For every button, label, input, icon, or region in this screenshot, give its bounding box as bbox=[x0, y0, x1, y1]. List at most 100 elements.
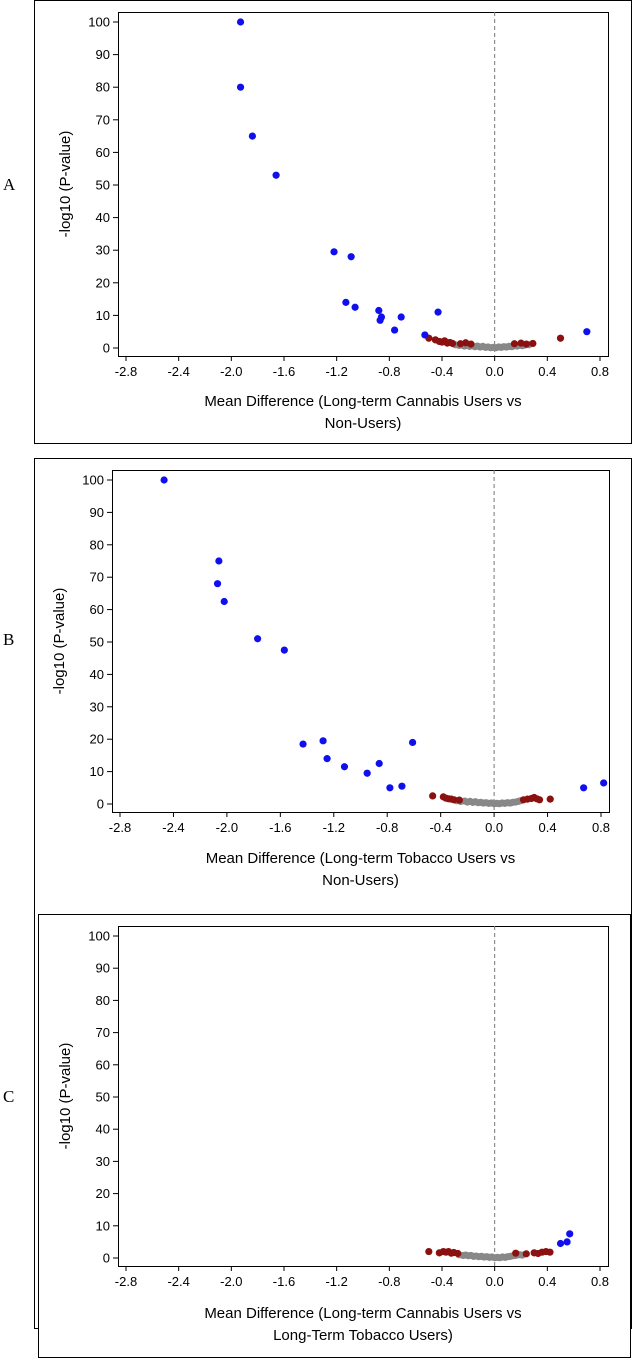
x-tick-label: -2.4 bbox=[162, 820, 184, 835]
data-point bbox=[583, 328, 591, 336]
data-point bbox=[375, 306, 383, 315]
x-tick-label: -1.6 bbox=[273, 1274, 295, 1289]
data-point bbox=[450, 796, 458, 804]
x-tick-label: 0.4 bbox=[539, 820, 557, 835]
x-tick-label: -1.6 bbox=[273, 364, 295, 379]
y-tick-label: 70 bbox=[96, 1025, 110, 1040]
y-tick-label: 60 bbox=[96, 1057, 110, 1072]
y-tick-label: 60 bbox=[90, 602, 104, 617]
data-point bbox=[580, 784, 588, 792]
x-tick-label: -2.8 bbox=[109, 820, 131, 835]
data-point bbox=[220, 597, 228, 606]
data-point bbox=[248, 132, 256, 140]
data-point bbox=[467, 340, 475, 348]
data-point bbox=[529, 339, 537, 348]
x-tick-label: -0.4 bbox=[429, 820, 451, 835]
data-point bbox=[363, 769, 371, 777]
x-tick-label: -0.4 bbox=[431, 1274, 453, 1289]
data-point bbox=[213, 580, 222, 588]
y-axis-label: -log10 (P-value) bbox=[57, 131, 74, 238]
x-tick-label: 0.0 bbox=[486, 1274, 504, 1289]
y-tick-label: 0 bbox=[103, 341, 110, 356]
y-tick-label: 70 bbox=[90, 570, 104, 585]
x-tick-label: 0.8 bbox=[591, 1274, 609, 1289]
data-point bbox=[421, 331, 429, 339]
x-tick-label: 0.4 bbox=[538, 1274, 556, 1289]
data-point bbox=[546, 1248, 554, 1256]
y-tick-label: 100 bbox=[88, 15, 110, 30]
data-point bbox=[546, 795, 554, 803]
y-tick-label: 10 bbox=[90, 764, 104, 779]
x-axis-label-line-2: Long-Term Tobacco Users) bbox=[273, 1327, 453, 1344]
y-tick-label: 100 bbox=[82, 473, 104, 488]
data-point bbox=[434, 308, 442, 316]
data-point bbox=[319, 737, 327, 745]
data-point bbox=[236, 18, 245, 26]
x-tick-label: -2.0 bbox=[220, 1274, 242, 1289]
plot-area bbox=[118, 12, 609, 357]
x-tick-label: -2.4 bbox=[167, 364, 189, 379]
data-point bbox=[563, 1238, 571, 1246]
x-tick-label: -1.2 bbox=[325, 1274, 347, 1289]
y-tick-label: 80 bbox=[96, 80, 110, 95]
y-tick-label: 50 bbox=[90, 635, 104, 650]
data-point bbox=[512, 1249, 520, 1257]
y-axis-label: -log10 (P-value) bbox=[51, 588, 68, 695]
x-tick-label: -1.6 bbox=[269, 820, 291, 835]
x-axis-label-line-2: Non-Users) bbox=[322, 872, 399, 889]
panel-c: C 0 10 20 30 40 50 60 70 80 90 100 -2.8 -2.4 -2.0 -1.6 -… bbox=[3, 914, 631, 1358]
data-point bbox=[386, 784, 394, 792]
x-axis-label-line-1: Mean Difference (Long-term Tobacco Users… bbox=[206, 850, 516, 867]
plot-area bbox=[118, 926, 609, 1267]
x-tick-label: -1.2 bbox=[323, 820, 345, 835]
y-tick-label: 100 bbox=[88, 929, 110, 944]
data-point bbox=[397, 313, 405, 321]
data-point bbox=[425, 1247, 433, 1256]
data-point bbox=[340, 763, 349, 771]
data-point bbox=[556, 334, 565, 342]
y-tick-label: 10 bbox=[96, 1218, 110, 1233]
data-point bbox=[398, 782, 406, 790]
data-point bbox=[510, 340, 519, 348]
y-axis-label: -log10 (P-value) bbox=[57, 1043, 74, 1150]
x-tick-label: 0.8 bbox=[592, 820, 610, 835]
x-axis-label-line-1: Mean Difference (Long-term Cannabis User… bbox=[204, 393, 521, 410]
y-tick-label: 90 bbox=[96, 961, 110, 976]
x-tick-label: -0.8 bbox=[378, 364, 400, 379]
data-point bbox=[556, 1239, 565, 1248]
x-axis-label-line-1: Mean Difference (Long-term Cannabis User… bbox=[204, 1305, 521, 1322]
data-point bbox=[347, 253, 355, 261]
data-point bbox=[375, 759, 383, 768]
y-tick-label: 0 bbox=[97, 797, 104, 812]
panel-a: A 0 10 20 30 40 50 60 70 80 90 100 -2.8 -2.4 -2.0 -1.6 -… bbox=[3, 0, 632, 444]
data-point bbox=[455, 796, 463, 804]
panel-letter: A bbox=[3, 175, 16, 194]
y-tick-label: 50 bbox=[96, 1090, 110, 1105]
data-point bbox=[330, 248, 338, 256]
y-tick-label: 20 bbox=[90, 732, 104, 747]
y-tick-label: 0 bbox=[103, 1251, 110, 1266]
x-tick-label: -0.8 bbox=[378, 1274, 400, 1289]
x-tick-label: -0.8 bbox=[376, 820, 398, 835]
data-point bbox=[236, 83, 245, 91]
x-tick-label: -1.2 bbox=[325, 364, 347, 379]
data-point bbox=[272, 171, 280, 179]
data-point bbox=[454, 1249, 462, 1258]
x-tick-label: 0.8 bbox=[591, 364, 609, 379]
y-tick-label: 30 bbox=[96, 243, 110, 258]
y-tick-label: 90 bbox=[96, 47, 110, 62]
panel-letter: B bbox=[3, 630, 14, 649]
y-tick-label: 40 bbox=[90, 667, 104, 682]
x-tick-label: -2.0 bbox=[216, 820, 238, 835]
y-tick-label: 20 bbox=[96, 275, 110, 290]
y-tick-label: 30 bbox=[96, 1154, 110, 1169]
data-point bbox=[299, 740, 307, 748]
data-point bbox=[215, 557, 223, 565]
data-point bbox=[535, 796, 544, 804]
y-tick-label: 90 bbox=[90, 505, 104, 520]
data-point bbox=[160, 476, 168, 484]
data-point bbox=[342, 298, 350, 306]
x-tick-label: -2.0 bbox=[220, 364, 242, 379]
y-tick-label: 40 bbox=[96, 1122, 110, 1137]
